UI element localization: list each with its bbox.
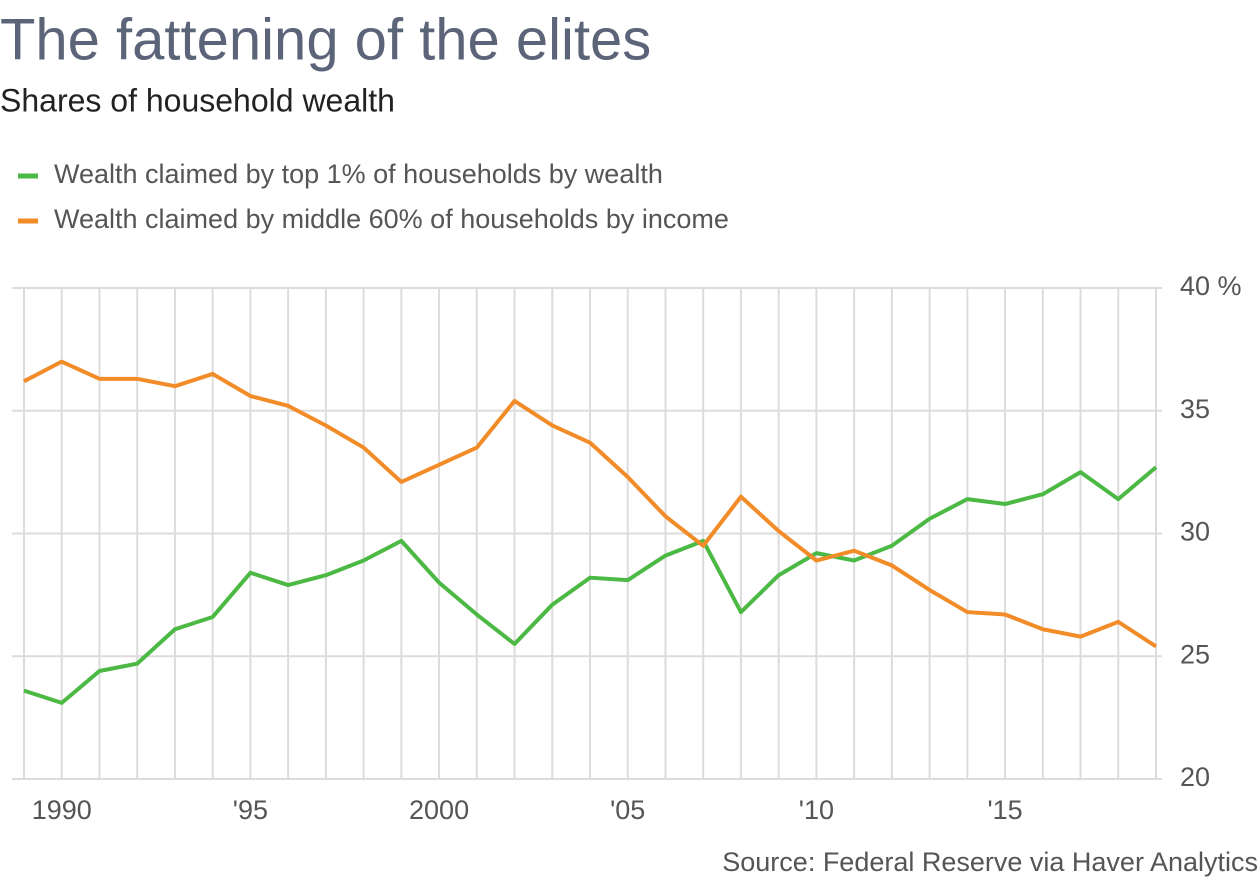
y-tick-label: 20	[1180, 762, 1210, 792]
y-tick-label: 30	[1180, 517, 1210, 547]
x-tick-label: 2000	[409, 795, 469, 825]
chart-title: The fattening of the elites	[0, 7, 651, 72]
chart-subtitle: Shares of household wealth	[0, 82, 395, 118]
legend-label: Wealth claimed by top 1% of households b…	[54, 159, 663, 189]
y-tick-label: 25	[1180, 639, 1210, 669]
x-tick-label: '10	[799, 795, 834, 825]
y-tick-label: 40 %	[1180, 271, 1242, 301]
data-line	[23, 359, 1158, 649]
x-tick-label: '15	[987, 795, 1022, 825]
legend-label: Wealth claimed by middle 60% of househol…	[54, 204, 729, 234]
data-line	[23, 465, 1158, 705]
x-tick-label: '95	[233, 795, 268, 825]
x-tick-label: '05	[610, 795, 645, 825]
y-tick-label: 35	[1180, 394, 1210, 424]
x-tick-label: 1990	[32, 795, 92, 825]
source-note: Source: Federal Reserve via Haver Analyt…	[722, 847, 1258, 877]
